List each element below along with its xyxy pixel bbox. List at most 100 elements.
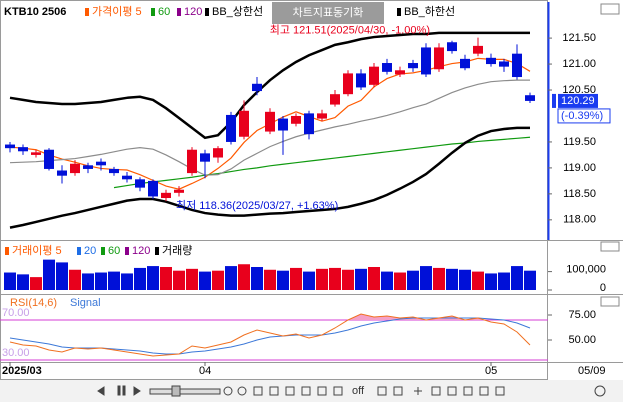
volume-bar: [277, 270, 289, 290]
candle-body: [278, 118, 288, 131]
candle-body: [369, 66, 379, 85]
pause[interactable]: [117, 385, 121, 396]
legend-label: BB_하한선: [404, 4, 455, 18]
tool[interactable]: [377, 386, 387, 396]
y-tick-label: 100,000: [566, 264, 606, 276]
volume-bar: [498, 272, 510, 290]
volume-bar: [134, 267, 146, 290]
tool[interactable]: [479, 386, 489, 396]
candle-body: [252, 83, 262, 92]
legend-label: 20: [84, 245, 96, 257]
tool[interactable]: [463, 386, 473, 396]
candle-body: [44, 149, 54, 169]
high-note: 최고 121.51(2025/04/30, -1.00%): [270, 23, 430, 36]
toggle[interactable]: [600, 3, 620, 15]
volume-bar: [342, 269, 354, 290]
y-tick-label: 119.50: [563, 136, 596, 148]
candle-body: [291, 115, 301, 124]
panel-toggles: [600, 3, 620, 307]
scroll-thumb[interactable]: [171, 385, 181, 397]
candle-body: [486, 57, 496, 65]
legend-label: Signal: [70, 297, 101, 309]
scroll-end[interactable]: [133, 386, 141, 396]
tool[interactable]: [253, 386, 263, 396]
ma-line: [113, 136, 531, 189]
volume-bar: [95, 272, 107, 290]
settings[interactable]: [594, 385, 606, 397]
candle-body: [382, 63, 392, 72]
volume-bar: [173, 270, 185, 290]
volume-bar: [524, 270, 536, 290]
volume-bar: [511, 266, 523, 290]
volume-bar: [433, 267, 445, 290]
legend-swatch: [125, 247, 129, 255]
volume-bar: [446, 268, 458, 290]
zoom-out[interactable]: [223, 386, 233, 396]
candle-body: [317, 113, 327, 119]
volume-bar: [303, 271, 315, 290]
candle-body: [96, 161, 106, 166]
tool[interactable]: [495, 386, 505, 396]
change-label: (-0.39%): [561, 110, 603, 122]
current-marker: [552, 93, 556, 108]
scrollbar[interactable]: [149, 388, 221, 395]
candle-body: [525, 95, 535, 101]
candle-body: [512, 53, 522, 78]
volume-bar: [199, 271, 211, 290]
candle-body: [109, 168, 119, 174]
tool[interactable]: [333, 386, 343, 396]
last-date: 05/09: [578, 365, 606, 377]
volume-bar: [160, 267, 172, 290]
toolbar-label[interactable]: off: [352, 385, 365, 397]
candle-body: [70, 163, 80, 174]
pause[interactable]: [122, 385, 126, 396]
volume-bar: [472, 271, 484, 290]
candle-body: [408, 63, 418, 69]
legend-label: 120: [184, 6, 202, 18]
candle-body: [265, 111, 275, 132]
legend-label: RSI(14,6): [10, 297, 57, 309]
volume-bar: [82, 273, 94, 290]
candle-body: [5, 144, 15, 149]
candle-body: [395, 70, 405, 75]
candle-body: [187, 149, 197, 174]
volume-bar: [251, 267, 263, 290]
candle-body: [460, 58, 470, 69]
volume-bar: [69, 269, 81, 290]
legend-swatch: [151, 8, 155, 16]
candle-body: [226, 114, 236, 142]
volume-bar: [17, 274, 29, 290]
x-tick-label: 05: [485, 365, 497, 377]
symbol: KTB10 2506: [4, 6, 66, 18]
low-note: 최저 118.36(2025/03/27, +1.63%): [176, 199, 338, 212]
scroll-start[interactable]: [97, 386, 105, 396]
volume-bar: [238, 264, 250, 290]
tool[interactable]: [301, 386, 311, 396]
candle-body: [356, 73, 366, 88]
tool[interactable]: [393, 386, 403, 396]
candle-body: [83, 165, 93, 169]
legend-label: 120: [132, 245, 150, 257]
tool[interactable]: [317, 386, 327, 396]
tool[interactable]: [269, 386, 279, 396]
candle-body: [473, 45, 483, 54]
tool[interactable]: [431, 386, 441, 396]
legend-swatch: [205, 8, 209, 16]
volume-bar: [43, 259, 55, 290]
candle-body: [343, 73, 353, 95]
volume-bar: [485, 273, 497, 290]
volume-bar: [56, 262, 68, 290]
volume-bar: [407, 270, 419, 290]
level-label: 70.00: [2, 307, 30, 319]
level-label: 30.00: [2, 347, 30, 359]
tool[interactable]: [285, 386, 295, 396]
legend-swatch: [155, 247, 159, 255]
toggle[interactable]: [600, 296, 620, 307]
tooltip-box: [272, 2, 384, 24]
volume-bar: [4, 272, 16, 290]
tool[interactable]: [447, 386, 457, 396]
toggle[interactable]: [600, 241, 620, 252]
current-box: [558, 93, 598, 108]
zoom-in[interactable]: [237, 386, 247, 396]
volume-bar: [355, 268, 367, 290]
